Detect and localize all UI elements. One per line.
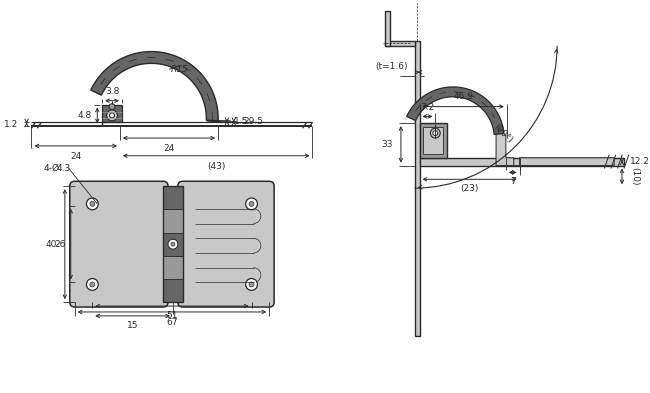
Text: 12.2: 12.2 <box>630 157 650 166</box>
Bar <box>385 11 390 46</box>
Text: (90°): (90°) <box>491 123 514 145</box>
Circle shape <box>110 113 114 118</box>
Polygon shape <box>102 105 122 126</box>
Circle shape <box>90 282 95 287</box>
Circle shape <box>246 198 257 210</box>
Text: (t=1.6): (t=1.6) <box>375 62 408 71</box>
Bar <box>385 41 415 46</box>
Text: (10): (10) <box>630 167 639 185</box>
Circle shape <box>109 104 115 110</box>
Polygon shape <box>494 134 614 165</box>
Text: Ø: Ø <box>51 164 58 173</box>
Bar <box>163 209 183 233</box>
Bar <box>163 186 183 302</box>
Circle shape <box>86 279 98 290</box>
Text: 4.8: 4.8 <box>77 111 92 120</box>
Circle shape <box>433 130 437 136</box>
Bar <box>163 256 183 279</box>
Circle shape <box>171 242 175 246</box>
Text: 24: 24 <box>163 144 175 153</box>
Bar <box>419 158 624 165</box>
Text: 1.2: 1.2 <box>5 120 19 129</box>
Text: 3.8: 3.8 <box>105 87 119 96</box>
Circle shape <box>90 202 95 206</box>
Circle shape <box>246 279 257 290</box>
Text: 24: 24 <box>70 152 81 161</box>
Text: 33: 33 <box>382 140 393 149</box>
Text: R15: R15 <box>171 65 188 74</box>
Bar <box>163 186 183 209</box>
Text: 46.9: 46.9 <box>453 92 473 101</box>
Text: 1.5: 1.5 <box>234 117 248 126</box>
Bar <box>163 233 183 256</box>
Text: (43): (43) <box>207 162 226 171</box>
Bar <box>163 279 183 302</box>
Polygon shape <box>407 87 504 134</box>
Text: 15: 15 <box>127 321 138 330</box>
Circle shape <box>430 128 440 138</box>
Circle shape <box>249 202 254 206</box>
Bar <box>415 41 419 336</box>
Text: 67: 67 <box>166 318 177 327</box>
Polygon shape <box>91 51 218 121</box>
Text: (23): (23) <box>460 184 479 193</box>
Text: 4-: 4- <box>44 164 52 173</box>
Text: 26: 26 <box>55 240 66 249</box>
Circle shape <box>168 239 178 249</box>
Text: 7: 7 <box>510 177 515 186</box>
Text: 29.5: 29.5 <box>244 117 264 126</box>
FancyBboxPatch shape <box>70 181 168 307</box>
Bar <box>424 127 443 154</box>
FancyBboxPatch shape <box>178 181 274 307</box>
Text: 40: 40 <box>46 240 57 249</box>
Text: 7.2: 7.2 <box>421 103 435 112</box>
Bar <box>419 123 447 158</box>
Circle shape <box>107 110 118 121</box>
Circle shape <box>86 198 98 210</box>
Circle shape <box>249 282 254 287</box>
Text: 4.3: 4.3 <box>57 164 72 173</box>
Text: 51: 51 <box>166 311 177 320</box>
